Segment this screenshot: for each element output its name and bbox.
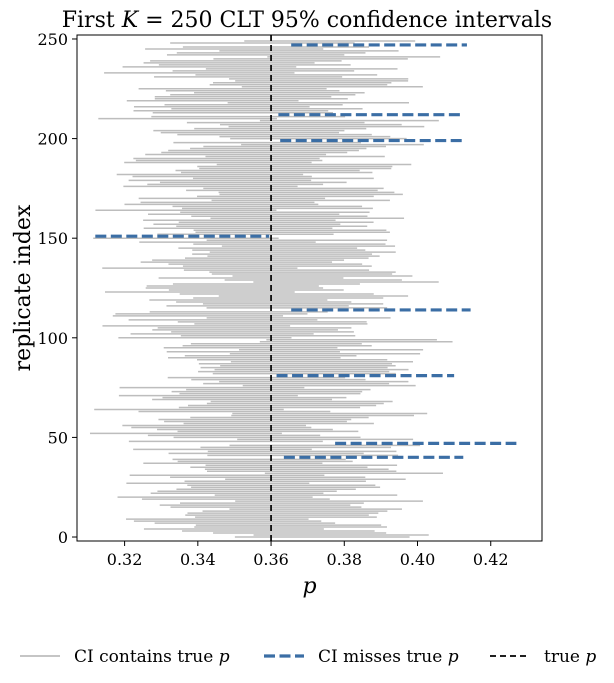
y-tick-label: 200	[37, 130, 68, 149]
x-tick-label: 0.38	[326, 550, 362, 569]
legend-label: true p	[544, 647, 596, 667]
legend-label: CI misses true p	[318, 647, 459, 667]
legend-item-truth: true p	[490, 647, 596, 667]
y-tick-label: 250	[37, 30, 68, 49]
x-axis-label: p	[302, 574, 316, 599]
axes-frame	[76, 34, 543, 542]
y-tick-label: 0	[58, 528, 68, 547]
y-tick-label: 150	[37, 229, 68, 248]
x-tick-label: 0.36	[253, 550, 289, 569]
plot-area: 0.32 0.34 0.36 0.38 0.40 0.42 0 50 100 150 200 250 p…	[11, 30, 543, 599]
legend-item-contains: CI contains true p	[20, 647, 230, 667]
x-tick-label: 0.34	[180, 550, 216, 569]
x-tick-label: 0.32	[107, 550, 143, 569]
legend-label: CI contains true p	[74, 647, 230, 667]
legend: CI contains true p CI misses true p true p	[20, 647, 596, 667]
chart-title: First K = 250 CLT 95% confidence interva…	[62, 8, 552, 33]
y-tick-label: 50	[48, 428, 68, 447]
x-tick-label: 0.42	[473, 550, 509, 569]
y-tick-label: 100	[37, 329, 68, 348]
legend-item-misses: CI misses true p	[264, 647, 459, 667]
x-tick-label: 0.40	[400, 550, 436, 569]
y-axis-label: replicate index	[11, 204, 36, 371]
